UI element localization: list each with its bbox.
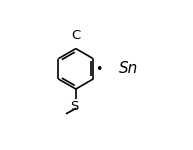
Text: C: C (71, 29, 80, 42)
Text: Sn: Sn (119, 61, 139, 76)
Text: S: S (70, 100, 78, 113)
Text: •: • (95, 63, 102, 76)
